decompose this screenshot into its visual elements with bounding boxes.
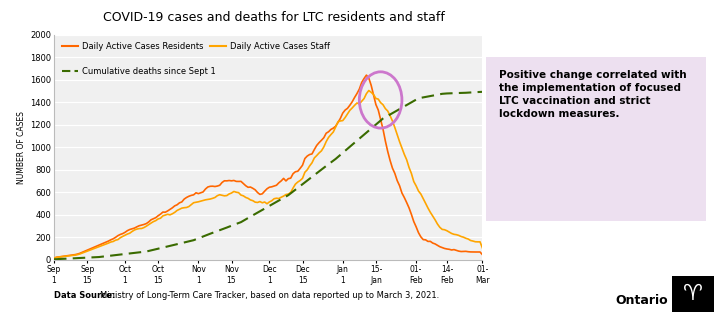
Text: ♈: ♈: [683, 284, 703, 304]
Text: Positive change correlated with
the implementation of focused
LTC vaccination an: Positive change correlated with the impl…: [499, 70, 687, 119]
Text: Ontario: Ontario: [616, 294, 668, 307]
Y-axis label: NUMBER OF CASES: NUMBER OF CASES: [17, 111, 26, 184]
Text: Ministry of Long-Term Care Tracker, based on data reported up to March 3, 2021.: Ministry of Long-Term Care Tracker, base…: [100, 291, 439, 300]
Legend: Cumulative deaths since Sept 1: Cumulative deaths since Sept 1: [58, 64, 219, 79]
Text: Data Source:: Data Source:: [54, 291, 115, 300]
Text: COVID-19 cases and deaths for LTC residents and staff: COVID-19 cases and deaths for LTC reside…: [103, 11, 444, 24]
